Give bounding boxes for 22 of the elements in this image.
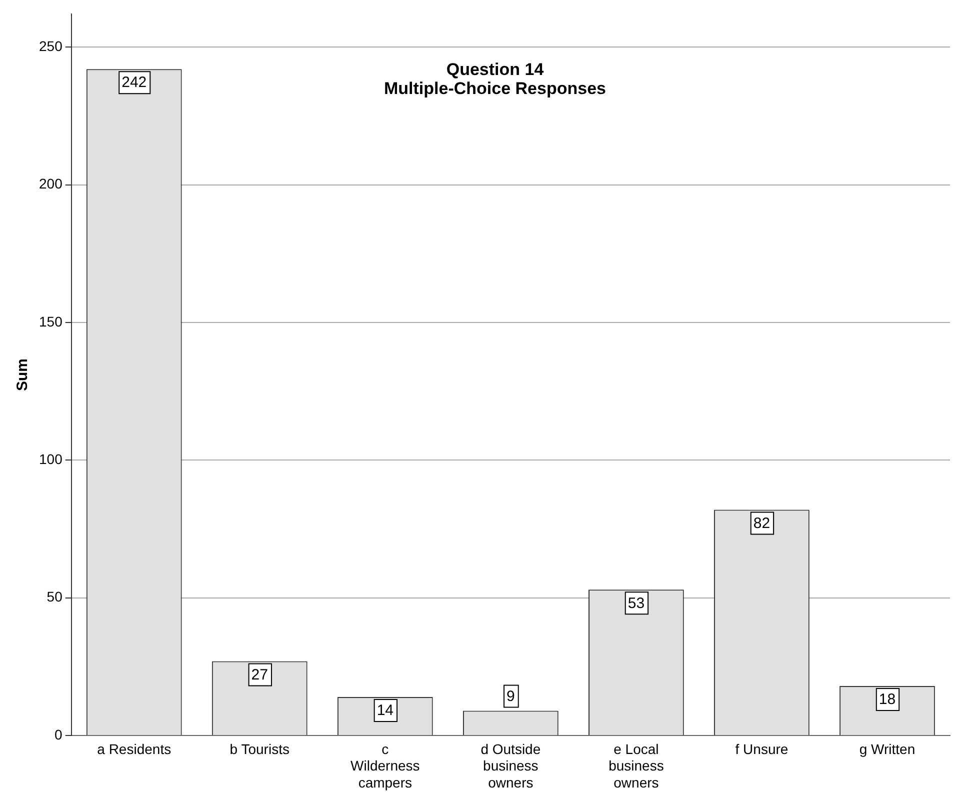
x-tick-label: e Local business owners (608, 740, 664, 790)
x-tick-label: f Unsure (735, 740, 788, 757)
data-label: 18 (878, 691, 896, 708)
y-tick-label: 200 (39, 176, 63, 192)
data-label: 14 (376, 702, 394, 720)
y-tick-label: 0 (54, 726, 63, 742)
x-tick-label: a Residents (97, 740, 172, 757)
x-tick-label: g Written (859, 740, 916, 757)
data-label: 82 (753, 514, 770, 532)
text: Question 14 Multiple-Choice Responses (383, 60, 607, 98)
data-label: 27 (251, 666, 268, 684)
data-label: 9 (506, 688, 515, 705)
data-label: 53 (628, 594, 645, 612)
data-label: 242 (122, 74, 147, 92)
y-tick-label: 150 (39, 313, 63, 330)
y-tick-label: 50 (46, 588, 63, 605)
y-tick-label: 100 (39, 451, 63, 468)
y-tick-label: 250 (39, 38, 63, 54)
x-tick-label: c Wilderness campers (350, 740, 420, 790)
x-tick-label: d Outside business owners (480, 740, 541, 790)
x-tick-label: b Tourists (230, 740, 290, 757)
y-axis-title: Sum (14, 358, 32, 392)
